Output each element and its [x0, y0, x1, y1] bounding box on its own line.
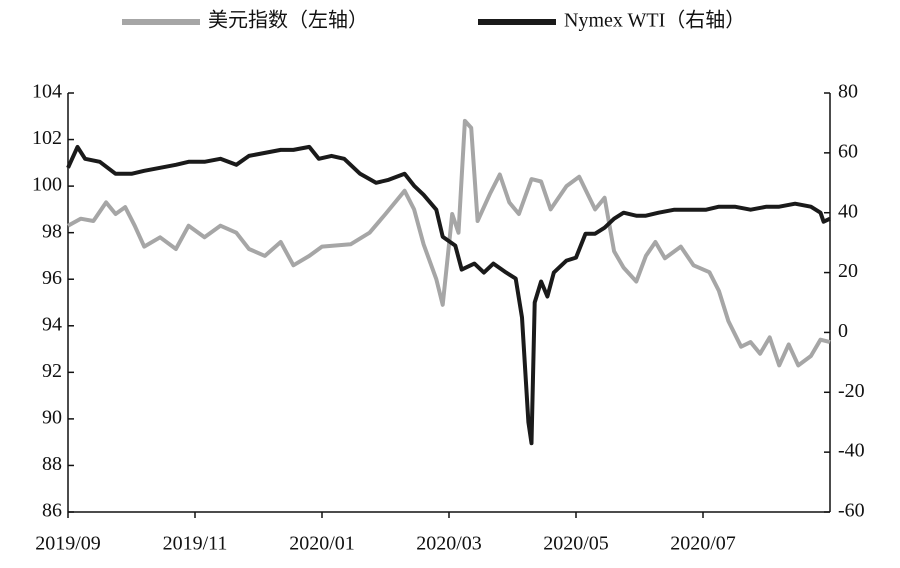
y-tick-label: 92: [42, 360, 62, 382]
y-tick-label: 100: [32, 174, 62, 196]
x-tick-label: 2020/03: [416, 533, 482, 555]
y-tick-label: 102: [32, 127, 62, 149]
y2-tick-label: 0: [838, 320, 848, 342]
y2-tick-label: -60: [838, 500, 865, 522]
x-tick-label: 2020/01: [289, 533, 355, 555]
y2-tick-label: 20: [838, 260, 858, 282]
y2-tick-label: 60: [838, 140, 858, 162]
x-tick-label: 2020/07: [670, 533, 736, 555]
y-tick-label: 98: [42, 220, 62, 242]
y-tick-label: 88: [42, 453, 62, 475]
y-tick-label: 94: [42, 313, 62, 335]
x-tick-label: 2020/05: [543, 533, 609, 555]
x-tick-label: 2019/11: [163, 533, 228, 555]
legend-label: 美元指数（左轴）: [208, 9, 368, 32]
series-line: [67, 118, 831, 368]
legend-label: Nymex WTI（右轴）: [564, 9, 745, 32]
series-line: [66, 144, 831, 446]
x-tick-label: 2019/09: [35, 533, 101, 555]
y-tick-label: 86: [42, 500, 62, 522]
y2-tick-label: 40: [838, 200, 858, 222]
y-tick-label: 96: [42, 267, 62, 289]
y-tick-label: 104: [32, 81, 62, 103]
y-tick-label: 90: [42, 406, 62, 428]
y2-tick-label: 80: [838, 81, 858, 103]
y2-tick-label: -40: [838, 440, 865, 462]
y2-tick-label: -20: [838, 380, 865, 402]
